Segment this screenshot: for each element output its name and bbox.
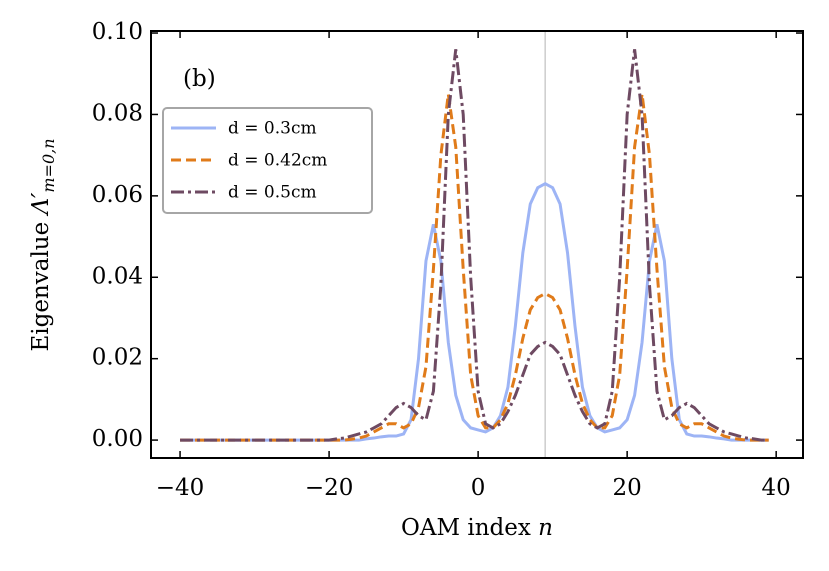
y-tick-label: 0.00 <box>92 426 143 452</box>
x-tick-label: 0 <box>471 475 486 501</box>
y-tick-label: 0.06 <box>92 182 143 208</box>
legend-label: d = 0.5cm <box>228 183 317 203</box>
panel-label: (b) <box>183 66 216 92</box>
series-line <box>180 49 769 442</box>
y-tick-label: 0.10 <box>92 19 143 45</box>
y-label-subscript: m=0,n <box>39 138 58 192</box>
y-axis-label: Eigenvalue Λ′m=0,n <box>28 138 58 351</box>
legend-label: d = 0.3cm <box>228 119 317 139</box>
x-label-text: OAM index <box>401 515 531 541</box>
x-axis-label: OAM index n <box>401 515 553 541</box>
legend-label: d = 0.42cm <box>228 151 327 171</box>
x-label-symbol: n <box>538 515 553 541</box>
y-tick-label: 0.04 <box>92 263 143 289</box>
legend-box <box>162 107 373 214</box>
legend: d = 0.3cm d = 0.42cm d = 0.5cm <box>162 107 373 214</box>
x-tick-label: 40 <box>762 475 791 501</box>
y-label-text: Eigenvalue <box>28 222 54 352</box>
x-tick-label: −20 <box>305 475 354 501</box>
plot-frame <box>150 30 804 459</box>
x-tick-label: 20 <box>613 475 642 501</box>
y-label-symbol: Λ′ <box>28 192 54 217</box>
y-tick-label: 0.02 <box>92 345 143 371</box>
x-tick-label: −40 <box>156 475 205 501</box>
y-tick-label: 0.08 <box>92 100 143 126</box>
